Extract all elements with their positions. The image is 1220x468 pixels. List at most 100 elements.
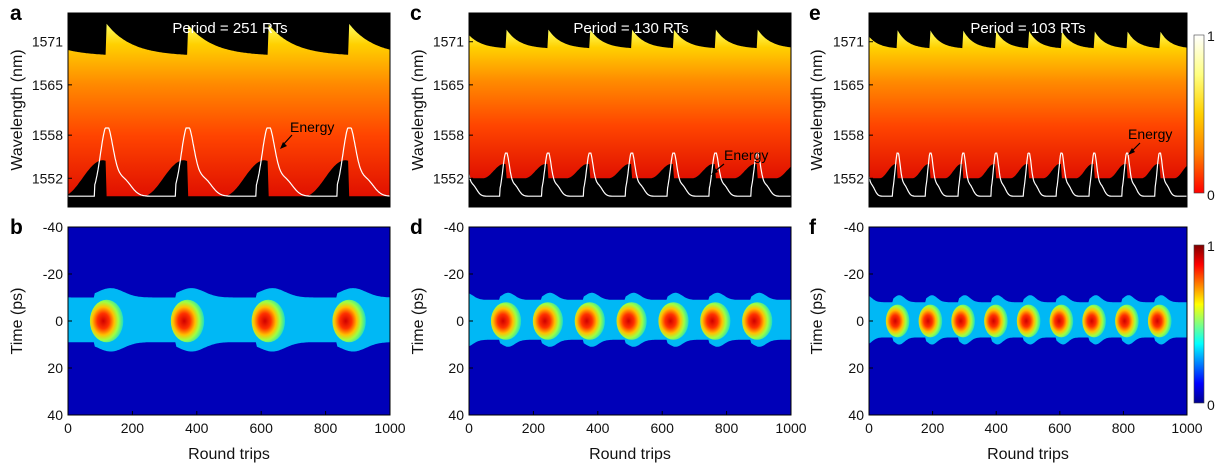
panel-d-yticks: -40 -20 0 20 40 bbox=[444, 219, 473, 423]
xtick-label: 600 bbox=[250, 420, 274, 436]
panel-e-spectrum-band bbox=[869, 30, 1187, 179]
panel-d-marks bbox=[469, 292, 791, 347]
panel-c: 1571 1565 1558 1552 c Period = 130 RTs Wave… bbox=[410, 2, 792, 208]
panel-b-ylabel: Time (ps) bbox=[9, 288, 26, 355]
ytick-label: 0 bbox=[456, 313, 464, 329]
ytick-label: 1565 bbox=[833, 77, 864, 93]
ytick-label: 1558 bbox=[833, 127, 864, 143]
panel-e-energy-arrowhead bbox=[1128, 148, 1135, 155]
ytick-label: 1565 bbox=[32, 77, 63, 93]
panel-d-pulse-blob bbox=[742, 302, 773, 340]
panel-d-pulse-blob bbox=[616, 302, 647, 340]
panel-f-pulse-blob bbox=[1115, 304, 1139, 338]
xtick-label: 400 bbox=[985, 420, 1009, 436]
panel-d-xticks: 0 200 400 600 800 1000 bbox=[465, 411, 807, 436]
ytick-label: 40 bbox=[848, 407, 864, 423]
ytick-label: -20 bbox=[444, 266, 464, 282]
ytick-label: 40 bbox=[448, 407, 464, 423]
panel-c-title: Period = 130 RTs bbox=[573, 20, 688, 37]
xtick-label: 0 bbox=[465, 420, 473, 436]
panel-c-frame bbox=[468, 12, 792, 208]
panel-b-pulse-band bbox=[68, 288, 390, 352]
colorbar-temporal: 1 0 bbox=[1193, 238, 1215, 413]
panel-b-pulse-blob bbox=[332, 299, 366, 343]
panel-b-pulse-blob bbox=[89, 299, 124, 343]
panel-f-pulse-blob bbox=[1049, 304, 1074, 338]
colorbar-spectral-bar bbox=[1193, 34, 1205, 194]
ytick-label: 0 bbox=[856, 313, 864, 329]
xtick-label: 200 bbox=[121, 420, 145, 436]
panel-f-xlabel: Round trips bbox=[987, 446, 1069, 463]
ytick-label: 20 bbox=[848, 360, 864, 376]
panel-e-energy-label: Energy bbox=[1128, 126, 1172, 142]
panel-d-ylabel: Time (ps) bbox=[410, 288, 427, 355]
ytick-label: 1552 bbox=[32, 170, 63, 186]
panel-f-pulse-blob bbox=[984, 304, 1008, 338]
ytick-label: 20 bbox=[47, 360, 63, 376]
panel-f-marks bbox=[869, 295, 1187, 345]
panel-d-xlabel: Round trips bbox=[589, 446, 671, 463]
panel-e-title: Period = 103 RTs bbox=[970, 20, 1085, 37]
colorbar-temporal-min-label: 0 bbox=[1207, 397, 1215, 413]
panel-c-letter: c bbox=[410, 2, 422, 25]
panel-c-spectrum-band bbox=[469, 29, 791, 179]
xtick-label: 600 bbox=[1048, 420, 1072, 436]
xtick-label: 800 bbox=[715, 420, 739, 436]
panel-e-frame bbox=[868, 12, 1188, 208]
xtick-label: 800 bbox=[314, 420, 338, 436]
panel-a: 1571 1565 1558 1552 a Period = 251 RTs Wave… bbox=[9, 2, 391, 208]
panel-a-frame bbox=[67, 12, 391, 208]
xtick-label: 1000 bbox=[775, 420, 806, 436]
panel-b-yticks: -40 -20 0 20 40 bbox=[43, 219, 72, 423]
ytick-label: -40 bbox=[844, 219, 864, 235]
panel-c-ylabel: Wavelength (nm) bbox=[410, 49, 427, 170]
panel-f-pulse-blob bbox=[885, 304, 910, 338]
colorbar-spectral-min-label: 0 bbox=[1207, 187, 1215, 203]
panel-d: -40 -20 0 20 40 0 200 400 600 800 1000 d Time (ps… bbox=[410, 216, 807, 463]
panel-f-pulse-blob bbox=[1147, 304, 1172, 338]
panel-f: -40 -20 0 20 40 0 200 400 600 800 1000 f Time (ps… bbox=[809, 216, 1203, 463]
panel-a-spectrum-band bbox=[68, 23, 390, 197]
panel-b-letter: b bbox=[10, 216, 23, 239]
panel-d-letter: d bbox=[410, 216, 423, 239]
panel-f-yticks: -40 -20 0 20 40 bbox=[844, 219, 873, 423]
panel-a-letter: a bbox=[10, 2, 22, 25]
xtick-label: 600 bbox=[651, 420, 675, 436]
panel-b: -40 -20 0 20 40 0 200 400 600 800 1000 b Time (ps… bbox=[9, 216, 406, 463]
panel-e-ylabel: Wavelength (nm) bbox=[809, 49, 826, 170]
ytick-label: 1552 bbox=[833, 170, 864, 186]
panel-a-marks bbox=[68, 23, 391, 197]
xtick-label: 400 bbox=[586, 420, 610, 436]
panel-d-pulse-blob bbox=[574, 302, 605, 340]
ytick-label: -40 bbox=[43, 219, 63, 235]
ytick-label: 1552 bbox=[433, 170, 464, 186]
ytick-label: 1571 bbox=[433, 34, 464, 50]
ytick-label: 20 bbox=[448, 360, 464, 376]
colorbar-spectral-max-label: 1 bbox=[1207, 28, 1215, 44]
panel-a-yticks: 1571 1565 1558 1552 bbox=[32, 34, 72, 186]
xtick-label: 0 bbox=[64, 420, 72, 436]
panel-a-energy-curve bbox=[68, 127, 391, 197]
panel-e-letter: e bbox=[809, 2, 821, 25]
xtick-label: 1000 bbox=[1171, 420, 1202, 436]
panel-b-marks bbox=[68, 288, 390, 352]
panel-a-ylabel: Wavelength (nm) bbox=[9, 49, 26, 170]
panel-c-energy-curve bbox=[468, 152, 791, 197]
panel-f-ylabel: Time (ps) bbox=[809, 288, 826, 355]
panel-c-marks bbox=[468, 29, 791, 197]
ytick-label: -20 bbox=[844, 266, 864, 282]
panel-b-xlabel: Round trips bbox=[188, 446, 270, 463]
ytick-label: -40 bbox=[444, 219, 464, 235]
panel-c-energy-label: Energy bbox=[724, 147, 768, 163]
ytick-label: 40 bbox=[47, 407, 63, 423]
panel-e-marks bbox=[868, 30, 1187, 197]
panel-d-pulse-blob bbox=[658, 302, 689, 340]
xtick-label: 200 bbox=[921, 420, 945, 436]
panel-f-pulse-blob bbox=[1082, 304, 1106, 338]
panel-d-pulse-blob bbox=[532, 302, 564, 340]
panel-f-pulse-blob bbox=[1016, 304, 1041, 338]
panel-c-yticks: 1571 1565 1558 1552 bbox=[433, 34, 473, 186]
colorbar-temporal-max-label: 1 bbox=[1207, 238, 1215, 254]
ytick-label: 1558 bbox=[433, 127, 464, 143]
